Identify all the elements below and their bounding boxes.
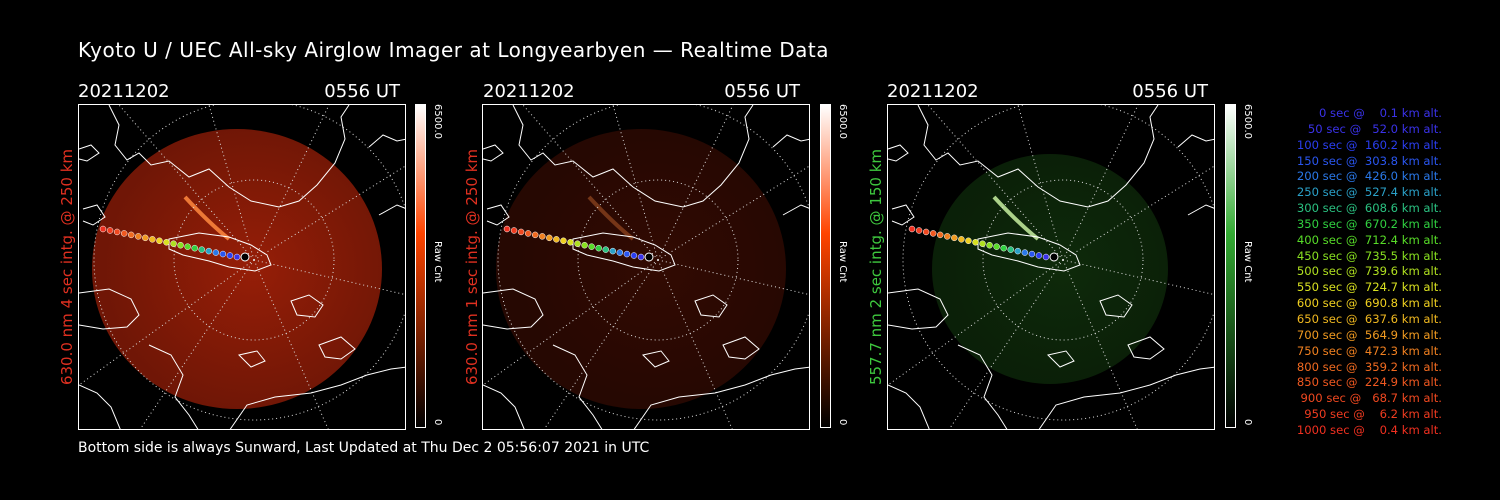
- legend-entry: 550 sec @ 724.7 km alt.: [1293, 280, 1442, 295]
- legend-entry: 500 sec @ 739.6 km alt.: [1293, 264, 1442, 279]
- legend-entry: 800 sec @ 359.2 km alt.: [1293, 359, 1442, 374]
- trajectory-legend: 0 sec @ 0.1 km alt. 50 sec @ 52.0 km alt…: [1262, 106, 1442, 439]
- legend-entry: 1000 sec @ 0.4 km alt.: [1296, 422, 1442, 437]
- legend-entry: 350 sec @ 670.2 km alt.: [1293, 216, 1442, 231]
- legend-entry: 100 sec @ 160.2 km alt.: [1293, 137, 1442, 152]
- panel-3-image: [887, 104, 1215, 430]
- panel-1-time: 0556 UT: [324, 81, 400, 102]
- panel-2-cb-unit: Raw Cnt: [837, 241, 848, 283]
- panel-1-cb-max: 6500.0: [432, 104, 443, 139]
- panel-2-time: 0556 UT: [724, 81, 800, 102]
- panel-3-cb-unit: Raw Cnt: [1242, 241, 1253, 283]
- panel-3-ylabel: 557.7 nm 2 sec intg. @ 150 km: [867, 148, 885, 386]
- panel-1-ylabel: 630.0 nm 4 sec intg. @ 250 km: [58, 148, 76, 386]
- panel-1-colorbar: [415, 104, 426, 428]
- panel-2-cb-min: 0: [837, 419, 848, 426]
- panel-1-date: 20211202: [78, 81, 170, 102]
- legend-entry: 850 sec @ 224.9 km alt.: [1293, 375, 1442, 390]
- panel-2-cb-max: 6500.0: [837, 104, 848, 139]
- panel-3-cb-min: 0: [1242, 419, 1253, 426]
- legend-entry: 700 sec @ 564.9 km alt.: [1293, 327, 1442, 342]
- legend-entry: 300 sec @ 608.6 km alt.: [1293, 201, 1442, 216]
- panel-1-image: [78, 104, 406, 430]
- legend-entry: 250 sec @ 527.4 km alt.: [1293, 185, 1442, 200]
- panel-2-date: 20211202: [483, 81, 575, 102]
- legend-entry: 400 sec @ 712.4 km alt.: [1293, 232, 1442, 247]
- panel-1-cb-min: 0: [432, 419, 443, 426]
- legend-entry: 600 sec @ 690.8 km alt.: [1293, 296, 1442, 311]
- legend-entry: 50 sec @ 52.0 km alt.: [1300, 121, 1442, 136]
- legend-entry: 950 sec @ 6.2 km alt.: [1300, 407, 1442, 422]
- panel-2-image: [482, 104, 810, 430]
- legend-entry: 900 sec @ 68.7 km alt.: [1296, 391, 1442, 406]
- legend-entry: 750 sec @ 472.3 km alt.: [1293, 343, 1442, 358]
- panel-3-cb-max: 6500.0: [1242, 104, 1253, 139]
- panel-3-date: 20211202: [887, 81, 979, 102]
- legend-entry: 150 sec @ 303.8 km alt.: [1293, 153, 1442, 168]
- panel-2-colorbar: [820, 104, 831, 428]
- page-title: Kyoto U / UEC All-sky Airglow Imager at …: [78, 38, 829, 62]
- panel-2-ylabel: 630.0 nm 1 sec intg. @ 250 km: [463, 148, 481, 386]
- legend-entry: 650 sec @ 637.6 km alt.: [1293, 311, 1442, 326]
- footer-note: Bottom side is always Sunward, Last Upda…: [78, 440, 650, 456]
- panel-3-colorbar: [1225, 104, 1236, 428]
- legend-entry: 450 sec @ 735.5 km alt.: [1293, 248, 1442, 263]
- panel-1-cb-unit: Raw Cnt: [432, 241, 443, 283]
- panel-3-time: 0556 UT: [1132, 81, 1208, 102]
- legend-entry: 200 sec @ 426.0 km alt.: [1293, 169, 1442, 184]
- legend-entry: 0 sec @ 0.1 km alt.: [1307, 106, 1442, 120]
